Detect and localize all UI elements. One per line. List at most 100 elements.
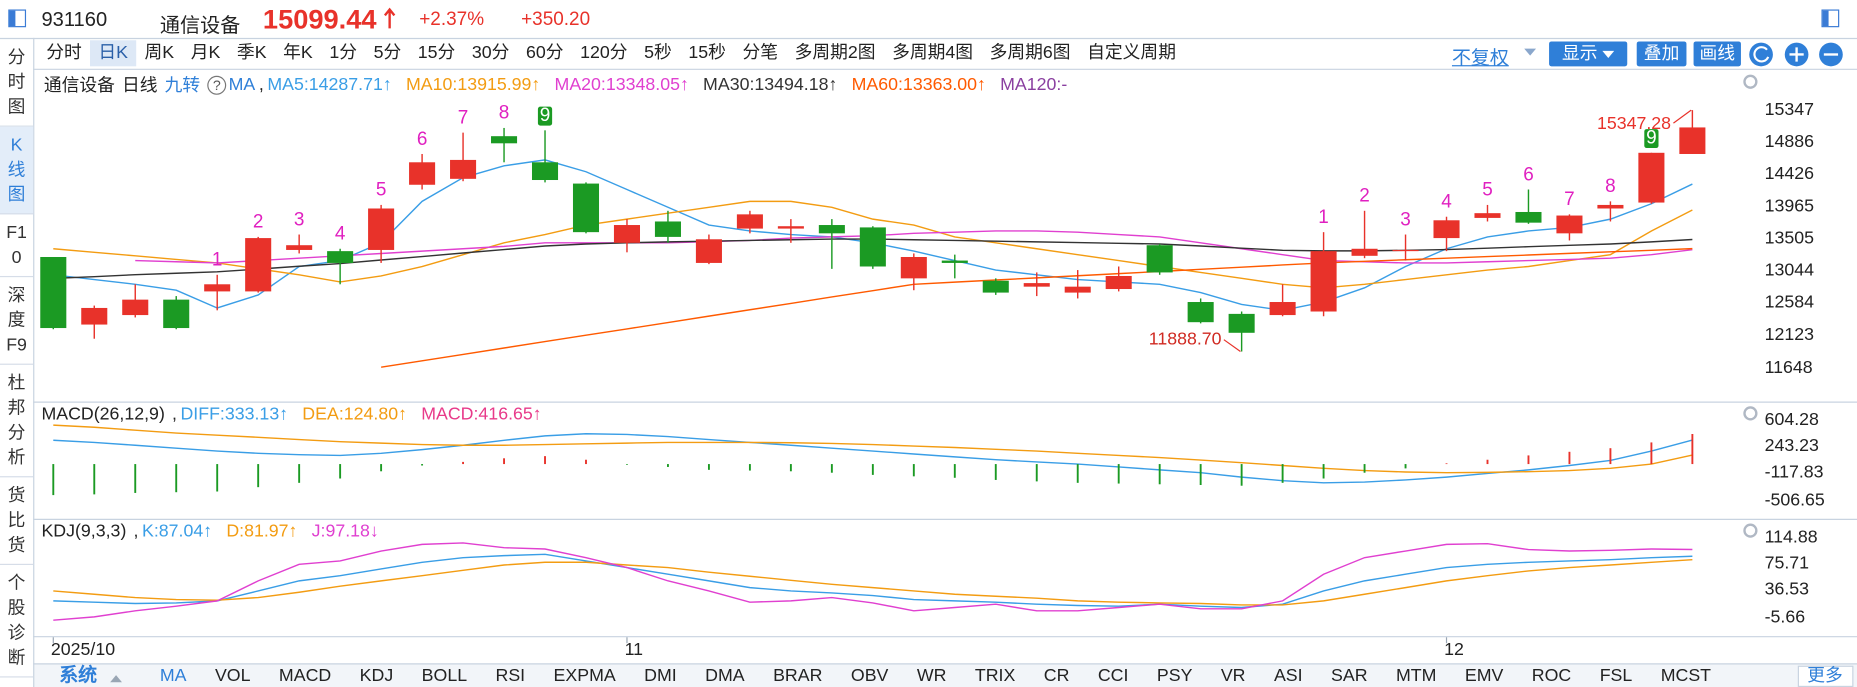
- period-tab[interactable]: 分时: [46, 42, 82, 63]
- period-tab[interactable]: 60分: [526, 42, 564, 63]
- candle-body: [1638, 152, 1665, 203]
- period-tab[interactable]: 月K: [190, 42, 221, 63]
- indicator-tab[interactable]: PSY: [1156, 665, 1193, 686]
- period-tab[interactable]: 周K: [144, 42, 175, 63]
- help-icon[interactable]: ?: [207, 75, 227, 95]
- gear-icon[interactable]: [1743, 523, 1758, 538]
- system-arrow[interactable]: [110, 675, 122, 683]
- indicator-tab[interactable]: CCI: [1097, 665, 1129, 686]
- y-tick-label: 14886: [1765, 131, 1814, 151]
- indicator-tab[interactable]: VOL: [214, 665, 251, 686]
- y-tick-label: 604.28: [1765, 409, 1819, 429]
- period-tab[interactable]: 5分: [373, 42, 402, 63]
- indicator-tab[interactable]: BOLL: [421, 665, 468, 686]
- indicator-tab[interactable]: SAR: [1331, 665, 1368, 686]
- legend-entry: MA10:13915.99↑: [405, 74, 541, 95]
- fq-select[interactable]: 不复权: [1451, 48, 1509, 69]
- draw-button[interactable]: 画线: [1693, 41, 1741, 67]
- candle-body: [245, 238, 272, 292]
- system-tab[interactable]: 系统: [59, 665, 98, 686]
- candle-body: [654, 221, 681, 237]
- more-tab[interactable]: 更多: [1807, 665, 1843, 686]
- candle-body: [818, 225, 845, 234]
- y-tick-label: 243.23: [1765, 435, 1819, 455]
- legend-entry: MACD:416.65↑: [421, 403, 542, 425]
- indicator-tab[interactable]: MCST: [1660, 665, 1712, 686]
- indicator-tab[interactable]: MACD: [278, 665, 332, 686]
- indicator-tab[interactable]: CR: [1043, 665, 1070, 686]
- td-count: 3: [294, 209, 305, 230]
- indicator-tab[interactable]: ASI: [1273, 665, 1303, 686]
- candle-body: [1310, 251, 1337, 312]
- indicator-tab[interactable]: MTM: [1395, 665, 1437, 686]
- side-tab[interactable]: 深度F9: [0, 277, 34, 365]
- side-tab[interactable]: F10: [0, 214, 34, 278]
- td-box: [537, 106, 553, 126]
- indicator-tab[interactable]: WR: [916, 665, 947, 686]
- stock-name: 通信设备: [159, 14, 241, 37]
- high-label: 15347.28: [1597, 113, 1671, 133]
- period-tab[interactable]: 分笔: [742, 42, 778, 63]
- y-tick-label: 13505: [1765, 227, 1814, 247]
- period-tab[interactable]: 15秒: [688, 42, 726, 63]
- candle-body: [1187, 302, 1214, 323]
- gear-icon[interactable]: [1743, 406, 1758, 421]
- legend-td[interactable]: 九转: [164, 75, 201, 96]
- side-tab[interactable]: K线图: [0, 126, 34, 215]
- zoom-in-glyph: [1789, 47, 1804, 62]
- dropdown-arrow[interactable]: [1524, 48, 1537, 56]
- window-icon-part: [1822, 10, 1829, 27]
- period-tab[interactable]: 多周期2图: [794, 42, 876, 63]
- side-tab[interactable]: 分时图: [0, 39, 34, 127]
- side-tab[interactable]: 个股诊断: [0, 565, 34, 678]
- period-tab[interactable]: 5秒: [644, 42, 672, 63]
- period-tab[interactable]: 120分: [580, 42, 628, 63]
- indicator-tab[interactable]: DMI: [644, 665, 677, 686]
- y-tick-label: 14426: [1765, 163, 1814, 183]
- window-icon[interactable]: [1821, 9, 1840, 28]
- td-box: [1644, 129, 1659, 149]
- indicator-tab[interactable]: KDJ: [359, 665, 394, 686]
- td-count: 8: [499, 103, 510, 124]
- menu-icon-part: [9, 10, 16, 27]
- period-tab[interactable]: 多周期6图: [989, 42, 1071, 63]
- period-tab[interactable]: 年K: [283, 42, 313, 63]
- side-tab[interactable]: 货比货: [0, 477, 34, 565]
- line-series: [53, 553, 1693, 609]
- overlay-button[interactable]: 叠加: [1636, 41, 1687, 67]
- side-tab[interactable]: 杜邦分析: [0, 365, 34, 478]
- td-count: 9: [1646, 128, 1657, 149]
- indicator-tab[interactable]: ROC: [1531, 665, 1572, 686]
- indicator-tab[interactable]: OBV: [850, 665, 889, 686]
- indicator-tab[interactable]: EMV: [1464, 665, 1504, 686]
- period-tab[interactable]: 季K: [236, 42, 267, 63]
- main-legend: 通信设备 日线 九转? MA, MA5:14287.71↑ MA10:13915.99↑ M…: [44, 72, 1075, 97]
- td-count: 5: [1482, 180, 1493, 201]
- indicator-tab[interactable]: MA: [159, 665, 187, 686]
- indicator-tab[interactable]: EXPMA: [553, 665, 616, 686]
- indicator-tab[interactable]: TRIX: [974, 665, 1016, 686]
- indicator-tab[interactable]: VR: [1220, 665, 1246, 686]
- indicator-tab[interactable]: DMA: [705, 665, 745, 686]
- candle-body: [450, 159, 477, 179]
- y-tick-label: 75.71: [1765, 553, 1809, 573]
- show-button[interactable]: 显示: [1549, 41, 1628, 67]
- period-tab[interactable]: 1分: [329, 42, 357, 63]
- candle-body: [695, 239, 722, 263]
- menu-icon[interactable]: [8, 9, 27, 28]
- more-box[interactable]: [1797, 665, 1854, 687]
- period-tab[interactable]: 自定义周期: [1087, 42, 1176, 63]
- legend-entry: DIFF:333.13↑: [180, 403, 289, 425]
- period-tab[interactable]: 30分: [471, 42, 510, 63]
- indicator-tab[interactable]: BRAR: [773, 665, 823, 686]
- period-tab[interactable]: 多周期4图: [892, 42, 974, 63]
- indicator-tab[interactable]: RSI: [495, 665, 526, 686]
- period-tab[interactable]: 15分: [417, 42, 456, 63]
- gear-icon[interactable]: [1743, 74, 1758, 89]
- indicator-tab[interactable]: FSL: [1599, 665, 1633, 686]
- legend-separator: ,: [258, 74, 264, 95]
- y-tick-label: 114.88: [1765, 526, 1818, 546]
- period-tab[interactable]: 日K: [90, 40, 137, 67]
- legend-note: MA120:-: [1000, 74, 1068, 95]
